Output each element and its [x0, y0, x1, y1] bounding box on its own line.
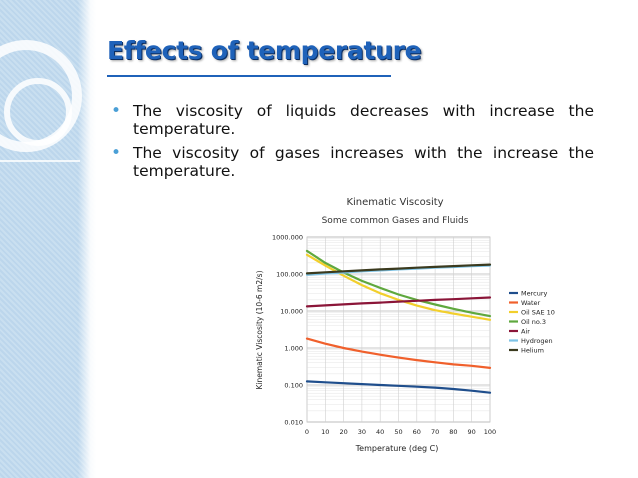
chart-axes: 0.010 0.100 1.000 10.000 100.000 1000.000 0 10 2…: [272, 234, 496, 437]
x-tick-label: 60: [413, 428, 421, 436]
chart-title: Kinematic Viscosity: [346, 197, 443, 208]
series-line-oil-no-3: [305, 249, 492, 318]
x-tick-label: 0: [305, 428, 309, 436]
legend-label-water: Water: [521, 299, 541, 307]
x-tick-label: 100: [484, 428, 496, 436]
y-tick-label: 1000.000: [272, 234, 303, 242]
legend-label-oil-no-3: Oil no.3: [521, 318, 546, 326]
decorative-circle-large: [0, 40, 82, 152]
legend-label-hydrogen: Hydrogen: [521, 337, 553, 345]
series-line-air: [305, 296, 492, 308]
x-tick-label: 90: [468, 428, 476, 436]
legend-label-oil-sae-10: Oil SAE 10: [521, 309, 555, 317]
x-tick-label: 30: [358, 428, 366, 436]
series-line-helium: [305, 263, 492, 275]
y-axis-label: Kinematic Viscosity (10-6 m2/s): [255, 270, 264, 389]
bullet-item-liquids: • The viscosity of liquids decreases wit…: [108, 102, 594, 138]
decorative-side-band: [0, 0, 96, 478]
y-tick-label: 1.000: [284, 345, 303, 353]
decorative-fade-edge: [78, 0, 96, 478]
y-tick-label: 0.100: [284, 382, 303, 390]
decorative-line: [0, 160, 80, 162]
x-tick-label: 50: [394, 428, 402, 436]
decorative-circle-small: [4, 78, 72, 146]
x-tick-label: 40: [376, 428, 384, 436]
y-tick-label: 100.000: [276, 271, 303, 279]
bullet-item-gases: • The viscosity of gases increases with …: [108, 144, 594, 180]
legend-label-air: Air: [521, 328, 530, 336]
bullet-dot-icon: •: [111, 143, 122, 163]
legend-label-helium: Helium: [521, 347, 544, 355]
x-tick-label: 20: [339, 428, 347, 436]
slide-title: Effects of temperature: [107, 36, 422, 65]
title-underline: [107, 75, 391, 77]
x-tick-label: 70: [431, 428, 439, 436]
bullet-dot-icon: •: [111, 101, 122, 121]
series-line-mercury: [305, 380, 492, 394]
legend-label-mercury: Mercury: [521, 290, 548, 298]
y-tick-label: 0.010: [284, 419, 303, 427]
chart-series: [305, 249, 492, 394]
x-tick-label: 80: [449, 428, 457, 436]
bullet-text-gases: The viscosity of gases increases with th…: [133, 144, 594, 180]
y-tick-label: 10.000: [280, 308, 303, 316]
x-tick-label: 10: [321, 428, 329, 436]
chart-subtitle: Some common Gases and Fluids: [322, 216, 469, 226]
x-axis-label: Temperature (deg C): [355, 444, 439, 453]
viscosity-chart: Kinematic Viscosity Some common Gases an…: [255, 197, 555, 453]
bullet-list: • The viscosity of liquids decreases wit…: [108, 102, 594, 186]
series-line-water: [305, 337, 492, 369]
bullet-text-liquids: The viscosity of liquids decreases with …: [133, 102, 594, 138]
